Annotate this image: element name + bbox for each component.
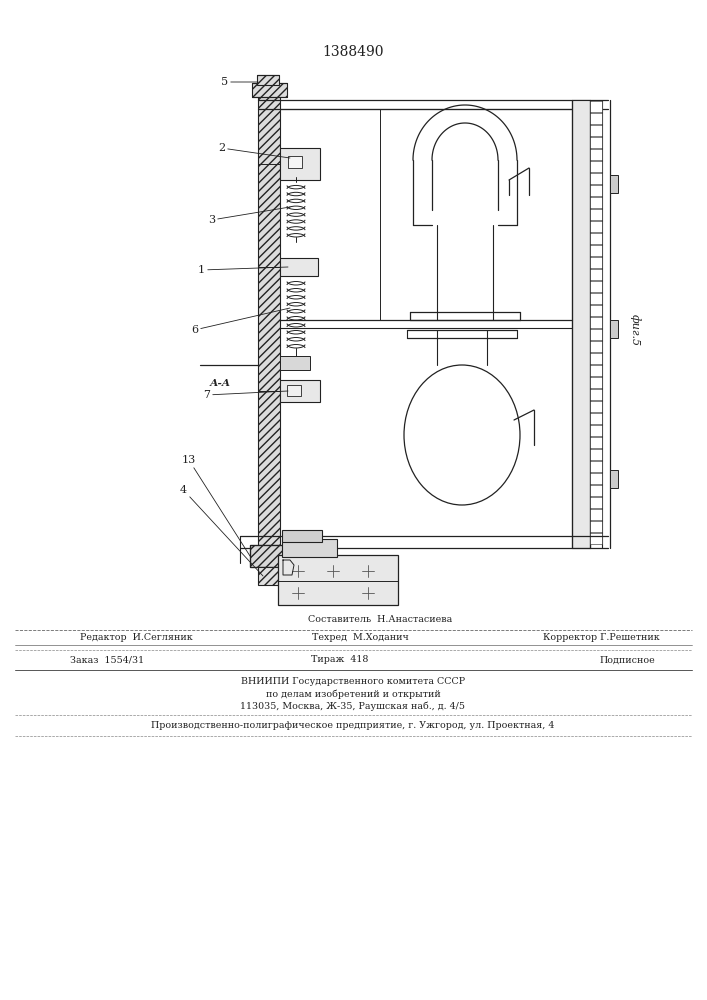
Bar [252,83,287,97]
Circle shape [290,563,306,579]
Bar [590,256,602,268]
Bar [280,380,320,402]
Bar [590,196,602,208]
Bar [590,172,602,184]
Text: 7: 7 [203,390,288,400]
Bar [590,304,602,316]
Bar [610,470,618,488]
Bar [590,292,602,304]
Bar [590,136,602,148]
Bar [590,244,602,256]
Text: ВНИИПИ Государственного комитета СССР: ВНИИПИ Государственного комитета СССР [241,678,465,686]
Bar [590,221,602,232]
Bar [278,555,398,605]
Text: А-А: А-А [210,379,231,388]
Text: 113035, Москва, Ж-35, Раушская наб., д. 4/5: 113035, Москва, Ж-35, Раушская наб., д. … [240,701,465,711]
Bar [590,376,602,388]
Text: 4: 4 [180,485,263,576]
Bar [282,539,337,557]
Bar [258,93,280,545]
Bar [287,385,301,396]
Bar [250,545,288,567]
Bar [590,328,602,340]
Circle shape [290,585,306,601]
Bar [610,175,618,193]
Bar [590,520,602,532]
Bar [590,101,602,112]
Text: фиг.5: фиг.5 [630,314,641,346]
Bar [590,473,602,484]
Text: 6: 6 [191,308,290,335]
Bar [280,356,310,370]
Bar [590,388,602,400]
Bar [590,353,602,364]
Text: 3: 3 [208,207,290,225]
Text: Составитель  Н.Анастасиева: Составитель Н.Анастасиева [308,615,452,624]
Bar [280,148,320,180]
Text: 1: 1 [198,265,288,275]
Bar [590,148,602,160]
Text: Заказ  1554/31: Заказ 1554/31 [70,656,144,664]
Bar [590,124,602,136]
Bar [590,160,602,172]
Text: 13: 13 [182,455,250,556]
Bar [590,508,602,520]
Bar [590,316,602,328]
Text: 2: 2 [218,143,290,158]
Bar [590,340,602,352]
Text: Тираж  418: Тираж 418 [311,656,368,664]
Bar [590,232,602,244]
Text: Производственно-полиграфическое предприятие, г. Ужгород, ул. Проектная, 4: Производственно-полиграфическое предприя… [151,722,555,730]
Bar [590,209,602,220]
Bar [590,268,602,280]
Bar [590,496,602,508]
Bar [610,320,618,338]
Bar [590,412,602,424]
Text: Редактор  И.Сегляник: Редактор И.Сегляник [80,634,193,643]
Bar [280,258,318,276]
Text: Подписное: Подписное [600,656,656,664]
Bar [590,280,602,292]
Bar [590,436,602,448]
Bar [590,424,602,436]
Bar [590,364,602,376]
Bar [288,156,302,168]
Bar [590,112,602,124]
Bar [282,530,322,542]
Text: 1388490: 1388490 [322,45,384,59]
Bar [590,485,602,496]
Text: 5: 5 [221,77,258,87]
Bar [590,532,602,544]
Bar [590,460,602,472]
Bar [590,448,602,460]
Bar [572,100,590,548]
Text: Техред  М.Ходанич: Техред М.Ходанич [312,634,409,643]
Bar [257,75,279,85]
Circle shape [360,563,376,579]
Circle shape [325,563,341,579]
Bar [590,400,602,412]
Text: Корректор Г.Решетник: Корректор Г.Решетник [543,634,660,643]
Text: по делам изобретений и открытий: по делам изобретений и открытий [266,689,440,699]
Circle shape [360,585,376,601]
Bar [258,567,280,585]
Bar [590,184,602,196]
Bar [250,545,288,567]
